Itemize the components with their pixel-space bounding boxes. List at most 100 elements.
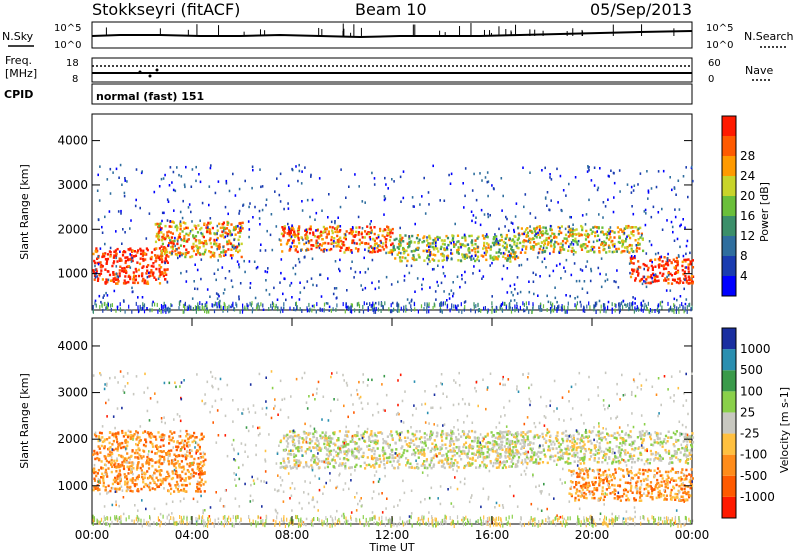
data-cell	[415, 438, 417, 441]
data-cell	[130, 470, 132, 473]
data-cell	[386, 226, 388, 229]
data-cell	[692, 259, 694, 262]
data-cell	[572, 224, 574, 227]
data-cell	[549, 173, 551, 176]
data-cell	[461, 244, 463, 247]
data-cell	[155, 278, 157, 281]
data-cell	[410, 442, 412, 445]
data-cell	[168, 442, 170, 445]
data-cell	[567, 306, 568, 310]
data-cell	[456, 446, 458, 449]
data-cell	[153, 481, 155, 484]
data-cell	[487, 441, 489, 444]
data-cell	[637, 272, 639, 275]
data-cell	[197, 450, 199, 453]
data-cell	[94, 458, 96, 461]
data-cell	[370, 220, 372, 223]
data-cell	[407, 461, 409, 464]
data-cell	[122, 446, 124, 449]
data-cell	[599, 167, 601, 170]
data-cell	[464, 258, 466, 261]
data-cell	[179, 236, 181, 239]
data-cell	[195, 235, 197, 238]
data-cell	[645, 224, 647, 227]
data-cell	[291, 168, 293, 171]
data-cell	[298, 242, 300, 245]
data-cell	[152, 445, 154, 448]
data-cell	[199, 220, 201, 223]
data-cell	[663, 268, 665, 271]
data-cell	[414, 307, 415, 311]
data-cell	[344, 438, 346, 441]
data-cell	[449, 297, 451, 300]
data-cell	[114, 488, 116, 491]
data-cell	[334, 220, 336, 223]
data-cell	[335, 227, 337, 230]
data-cell	[224, 231, 226, 234]
data-cell	[409, 272, 411, 275]
data-cell	[449, 293, 451, 296]
data-cell	[423, 460, 425, 463]
data-cell	[147, 249, 149, 252]
data-cell	[623, 300, 625, 303]
data-cell	[193, 462, 195, 465]
data-cell	[554, 241, 556, 244]
data-cell	[614, 231, 616, 234]
data-cell	[283, 208, 285, 211]
data-cell	[225, 277, 227, 280]
data-cell	[183, 245, 185, 248]
data-cell	[682, 218, 684, 221]
data-cell	[151, 451, 153, 454]
data-cell	[525, 248, 527, 251]
data-cell	[585, 238, 587, 241]
data-cell	[376, 307, 377, 311]
data-cell	[297, 434, 299, 437]
data-cell	[507, 267, 509, 270]
data-cell	[107, 178, 109, 181]
data-cell	[405, 440, 407, 443]
data-cell	[154, 461, 156, 464]
data-cell	[266, 230, 268, 233]
data-cell	[567, 250, 569, 253]
data-cell	[289, 307, 290, 311]
data-cell	[208, 250, 210, 253]
data-cell	[149, 308, 150, 312]
data-cell	[612, 308, 614, 311]
data-cell	[590, 229, 592, 232]
data-cell	[358, 185, 360, 188]
data-cell	[450, 242, 452, 245]
data-cell	[463, 450, 465, 453]
data-cell	[453, 241, 455, 244]
data-cell	[106, 460, 108, 463]
data-cell	[137, 305, 138, 309]
data-cell	[429, 286, 431, 289]
data-cell	[443, 463, 445, 466]
data-cell	[525, 246, 527, 249]
data-cell	[413, 205, 415, 208]
data-cell	[525, 235, 527, 238]
data-cell	[438, 461, 440, 464]
data-cell	[227, 235, 229, 238]
data-cell	[506, 234, 508, 237]
data-cell	[584, 309, 585, 313]
data-cell	[633, 455, 635, 458]
data-cell	[505, 249, 507, 252]
data-cell	[385, 441, 387, 444]
data-cell	[156, 477, 158, 480]
data-cell	[105, 307, 106, 311]
data-cell	[616, 269, 618, 272]
data-cell	[93, 310, 94, 314]
data-cell	[350, 440, 352, 443]
data-cell	[229, 190, 231, 193]
data-cell	[516, 255, 518, 258]
data-cell	[265, 279, 267, 282]
data-cell	[353, 455, 355, 458]
data-cell	[295, 454, 297, 457]
data-cell	[140, 488, 142, 491]
data-cell	[200, 181, 202, 184]
data-cell	[312, 233, 314, 236]
data-cell	[533, 461, 535, 464]
data-cell	[594, 231, 596, 234]
data-cell	[202, 202, 204, 205]
data-cell	[429, 242, 431, 245]
